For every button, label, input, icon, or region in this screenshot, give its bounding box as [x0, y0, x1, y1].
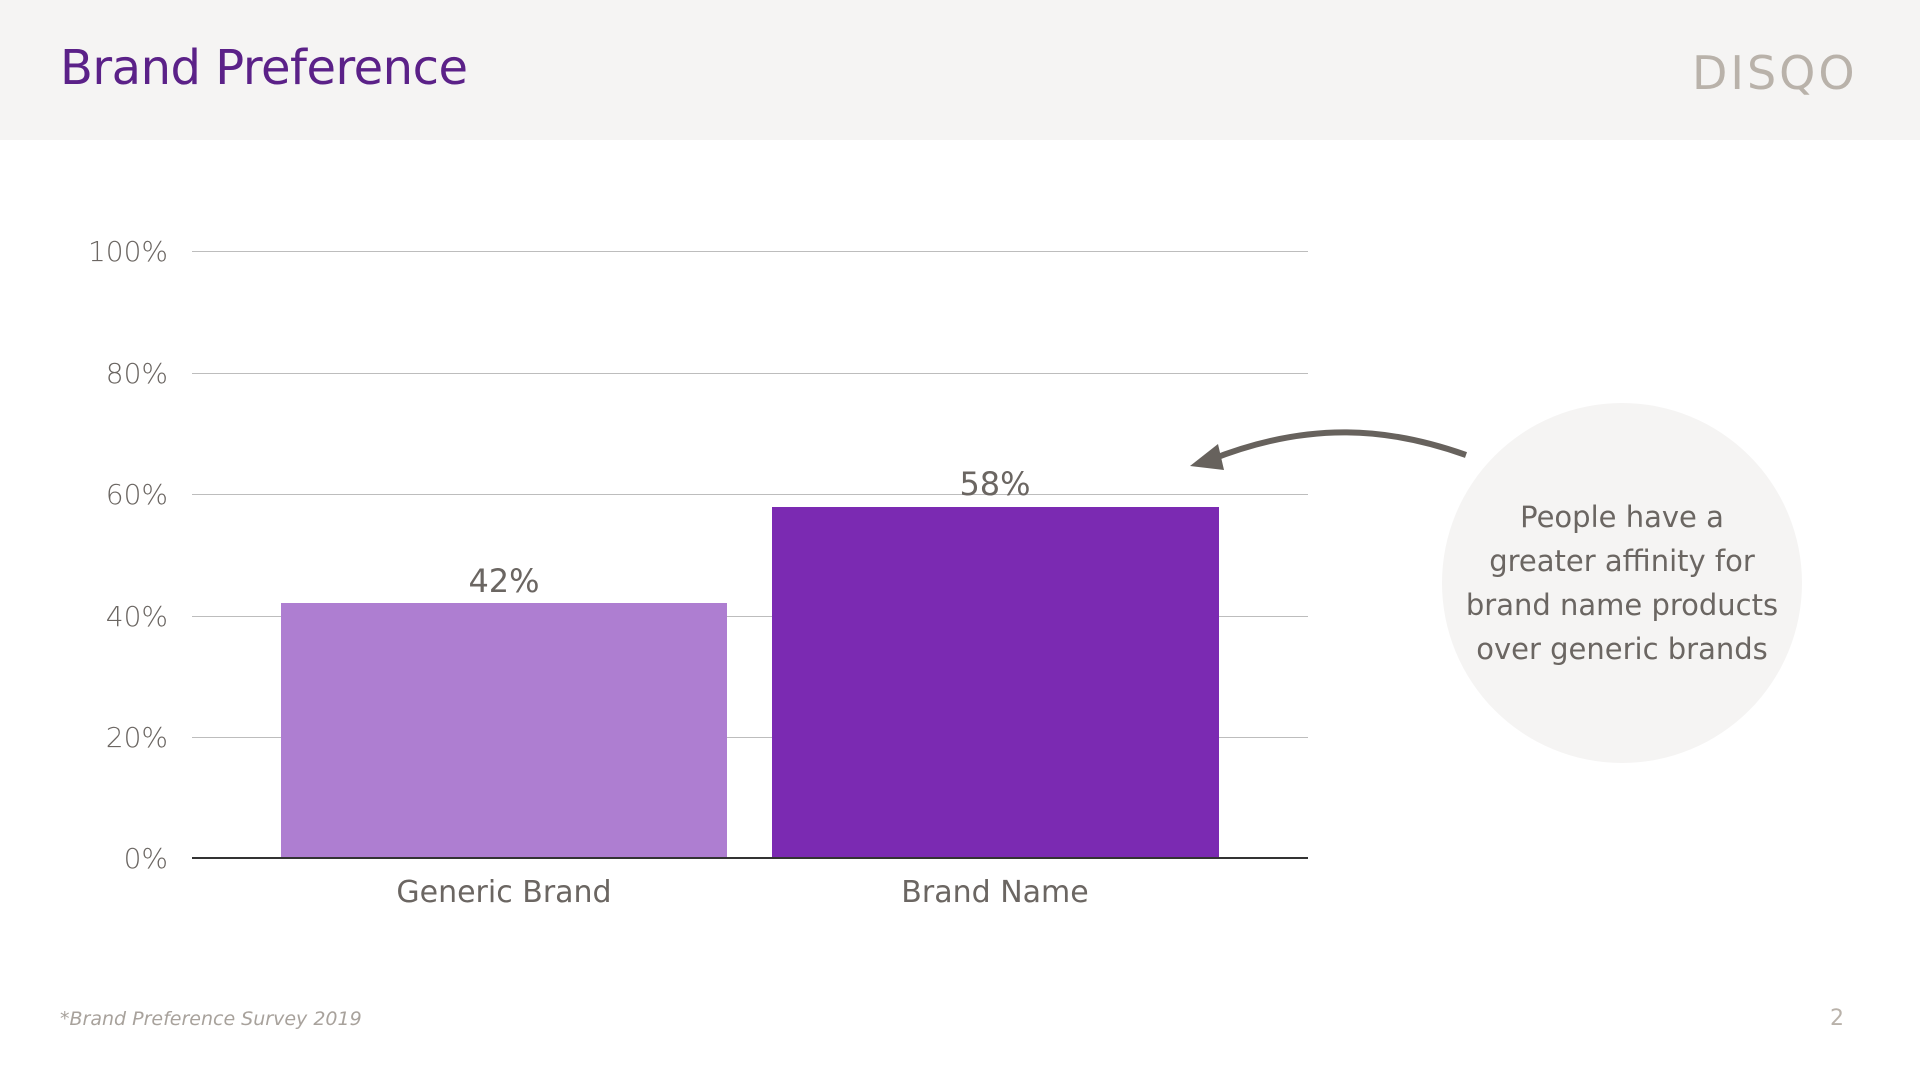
slide-header: Brand Preference DISQO	[0, 0, 1920, 140]
insight-callout: People have a greater affinity for brand…	[1442, 403, 1802, 763]
y-tick-label: 60%	[105, 478, 168, 511]
y-tick-label: 40%	[105, 600, 168, 633]
x-axis-line	[192, 857, 1308, 859]
curved-arrow-icon	[1190, 429, 1468, 470]
gridline-20	[192, 737, 1308, 738]
gridline-80	[192, 373, 1308, 374]
gridline-60	[192, 494, 1308, 495]
bar-value-label: 58%	[959, 465, 1031, 503]
callout-line: brand name products	[1465, 588, 1779, 622]
callout-line: greater affinity for	[1489, 544, 1755, 578]
y-tick-label: 100%	[87, 235, 168, 268]
callout-line: over generic brands	[1476, 632, 1768, 666]
x-category-label: Brand Name	[901, 875, 1089, 910]
gridline-40	[192, 616, 1308, 617]
callout-line: People have a	[1520, 500, 1724, 534]
y-tick-label: 0%	[123, 842, 168, 875]
x-category-label: Generic Brand	[396, 875, 612, 910]
disqo-logo: DISQO	[1692, 46, 1858, 100]
source-footnote: *Brand Preference Survey 2019	[60, 1008, 362, 1030]
bar-value-label: 42%	[468, 562, 540, 600]
page-number: 2	[1830, 1006, 1844, 1031]
slide-title: Brand Preference	[60, 40, 468, 96]
y-tick-label: 80%	[105, 357, 168, 390]
callout-text: People have a greater affinity for brand…	[1452, 495, 1792, 671]
bar-generic-brand[interactable]	[281, 603, 727, 858]
gridline-100	[192, 251, 1308, 252]
y-tick-label: 20%	[105, 721, 168, 754]
bar-brand-name[interactable]	[772, 507, 1219, 858]
